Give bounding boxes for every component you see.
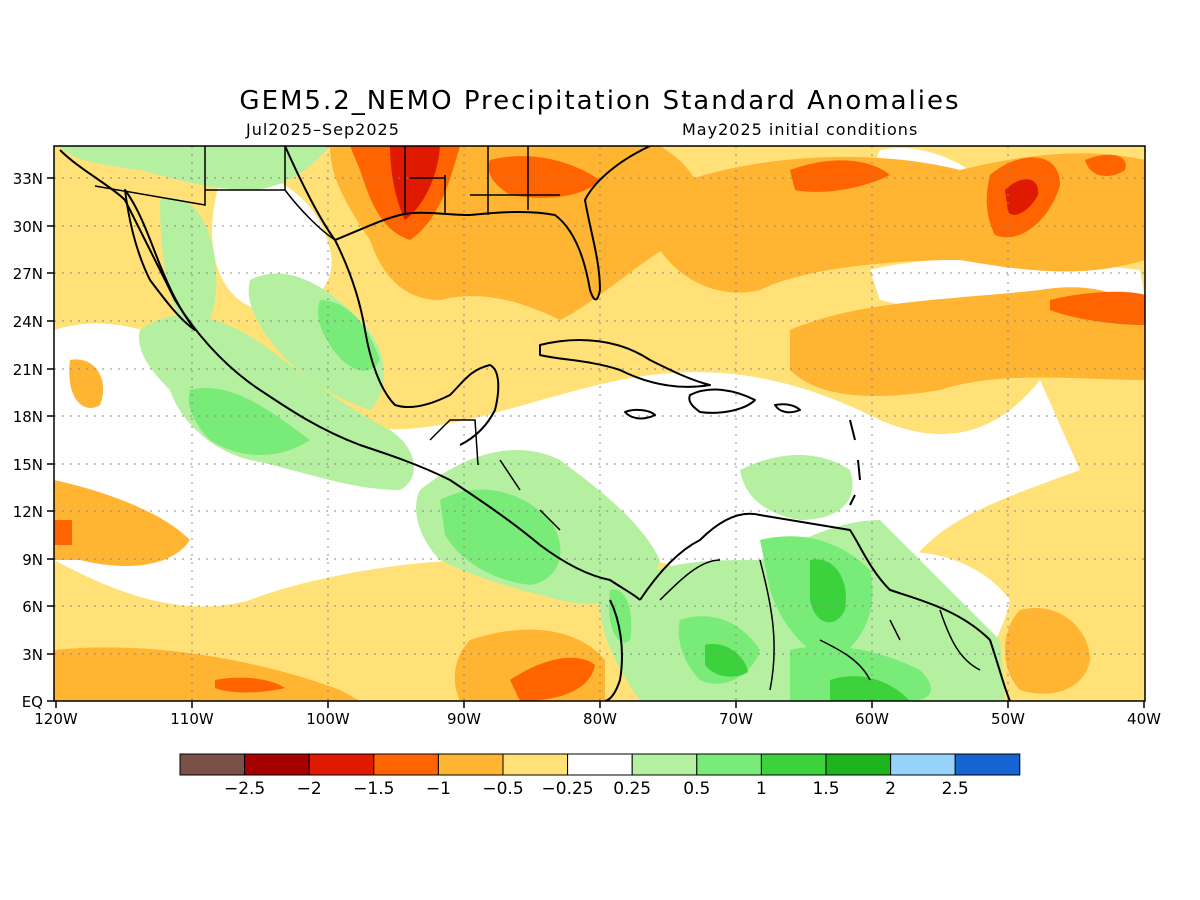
colorbar-swatch [890, 753, 956, 776]
anomaly-green2-panama [609, 589, 632, 643]
x-tick-label: 70W [719, 710, 753, 728]
anomaly-green-gulf-coast [248, 273, 384, 410]
colorbar-swatch [696, 753, 762, 776]
coastline-baja [124, 189, 196, 331]
anomaly-green-caribbean [740, 455, 853, 520]
x-tick-label: 110W [170, 710, 214, 728]
anomaly-green3-colombia [705, 644, 748, 677]
y-tick-label: 15N [13, 456, 43, 474]
y-tick-label: 24N [13, 313, 43, 331]
colorbar-swatch [825, 753, 892, 776]
colorbar-swatch [179, 753, 246, 776]
y-tick-label: 6N [22, 598, 43, 616]
colorbar-label: 0.5 [683, 779, 710, 799]
anomaly-orange-pacific-spot [69, 359, 104, 408]
anomaly-dark-orange-pacific [54, 520, 72, 545]
coastline-south-america [604, 512, 1011, 701]
anomaly-orange-pacific-west [54, 480, 190, 566]
y-tick-label: 12N [13, 503, 43, 521]
border-south-america [659, 559, 981, 691]
coastlines [59, 146, 1011, 701]
political-borders [94, 146, 981, 691]
anomaly-dark-orange-colombia [510, 657, 595, 701]
colorbar-swatch [437, 753, 504, 776]
anomaly-green-north [60, 146, 330, 190]
y-tick-label: 21N [13, 361, 43, 379]
colorbar-swatch [631, 753, 698, 776]
x-tick-label: 120W [34, 710, 78, 728]
colorbar-swatch [373, 753, 439, 776]
anomaly-green3-venezuela [810, 559, 846, 623]
x-tick-label: 80W [583, 710, 617, 728]
colorbar-swatch [954, 753, 1021, 776]
colorbar-label: 1.5 [812, 779, 839, 799]
coastline-us-gulf [334, 146, 651, 301]
colorbar-label: 2.5 [942, 779, 969, 799]
anomaly-red-bermuda [1005, 179, 1039, 215]
colorbar-label: −2.5 [224, 779, 265, 799]
anomaly-red-louisiana [390, 146, 440, 220]
anomaly-dark-orange-atlantic [790, 160, 890, 192]
anomaly-green2-gulf [318, 300, 380, 371]
x-tick-label: 40W [1127, 710, 1161, 728]
anomaly-dark-orange-southeast [488, 156, 600, 198]
y-tick-label: 3N [22, 646, 43, 664]
colorbar-label: 1 [756, 779, 767, 799]
colorbar-label: −2 [297, 779, 322, 799]
y-tick-label: 18N [13, 408, 43, 426]
coastline-hispaniola [688, 388, 756, 414]
anomaly-green-sierra [160, 198, 217, 340]
y-tick-label: 33N [13, 170, 43, 188]
anomaly-dark-orange-pacific-south [215, 677, 285, 693]
y-tick-label: 9N [22, 551, 43, 569]
colorbar-label: 0.25 [613, 779, 651, 799]
colorbar-swatch [244, 753, 310, 776]
y-tick-label: 30N [13, 218, 43, 236]
anomaly-dark-orange-east [1085, 154, 1126, 176]
anomaly-orange-atlantic-south [1005, 608, 1090, 694]
anomaly-dark-orange-east-central [1050, 291, 1145, 325]
colorbar-label: 2 [885, 779, 896, 799]
valid-period: Jul2025–Sep2025 [246, 120, 400, 139]
axis-ticks [47, 177, 1145, 708]
colorbar-swatch [502, 753, 569, 776]
anomaly-green2-mexico [188, 388, 310, 455]
map-title: GEM5.2_NEMO Precipitation Standard Anoma… [239, 86, 961, 116]
x-tick-label: 90W [447, 710, 481, 728]
x-tick-label: 60W [855, 710, 889, 728]
x-tick-label: 50W [991, 710, 1025, 728]
anomaly-field [54, 146, 1145, 701]
y-tick-label: 27N [13, 265, 43, 283]
anomaly-green2-central-america [440, 489, 561, 585]
colorbar: −2.5 −2 −1.5 −1 −0.5 −0.25 0.25 0.5 1 1.5 2 2.5 [179, 753, 1021, 799]
coastline-jamaica [624, 408, 656, 420]
coastline-lesser-antilles [849, 419, 861, 506]
colorbar-swatch [567, 753, 633, 776]
colorbar-swatch [760, 753, 827, 776]
anomaly-green2-amazon [790, 646, 931, 701]
colorbar-label: −0.25 [542, 779, 594, 799]
colorbar-label: −1.5 [353, 779, 394, 799]
border-us-mexico [94, 146, 336, 241]
colorbar-label: −0.5 [482, 779, 523, 799]
coastline-puerto-rico [774, 403, 801, 414]
border-central-america [429, 419, 561, 531]
anomaly-green3-amazon [830, 676, 910, 701]
y-tick-label: EQ [22, 693, 43, 711]
initial-conditions: May2025 initial conditions [682, 120, 919, 139]
coastline-mexico-pacific [59, 149, 641, 601]
coastline-cuba [539, 339, 711, 388]
y-axis-labels: EQ 3N 6N 9N 12N 15N 18N 21N 24N 27N 30N … [13, 170, 43, 711]
x-axis-labels: 120W 110W 100W 90W 80W 70W 60W 50W 40W [34, 710, 1161, 728]
border-us-states [404, 146, 560, 215]
colorbar-label: −1 [426, 779, 451, 799]
colorbar-swatch [308, 753, 375, 776]
x-tick-label: 100W [306, 710, 350, 728]
anomaly-green-mexico [139, 315, 414, 490]
